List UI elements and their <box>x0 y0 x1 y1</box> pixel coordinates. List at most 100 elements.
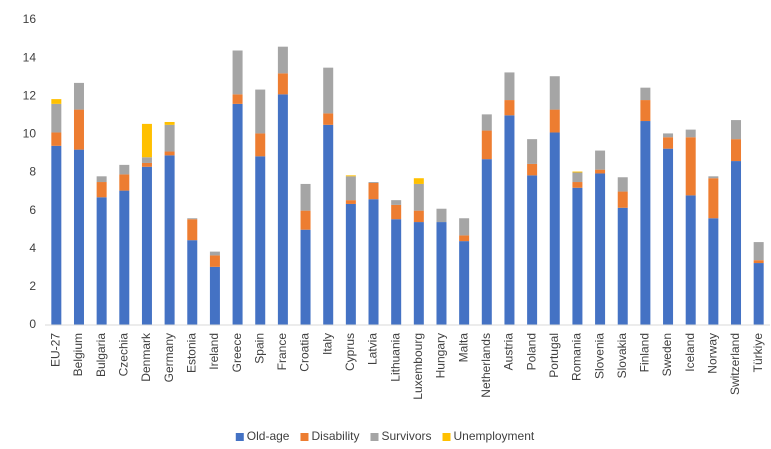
x-tick-label: Romania <box>570 333 584 381</box>
x-tick-label: Croatia <box>298 333 312 372</box>
x-tick-label: Hungary <box>434 333 448 378</box>
bar-segment <box>73 109 84 150</box>
bar-segment <box>300 183 311 211</box>
y-tick-label: 8 <box>29 165 36 179</box>
bar-segment <box>640 87 651 101</box>
x-tick-label: Lithuania <box>388 333 402 382</box>
bar-segment <box>51 132 62 146</box>
bar-segment <box>708 218 719 325</box>
bar-segment <box>549 109 560 133</box>
bar-segment <box>51 99 62 104</box>
bar-segment <box>436 222 447 325</box>
bar-segment <box>209 266 220 325</box>
bar-segment <box>300 229 311 325</box>
bar-segment <box>164 155 175 325</box>
bar-segment <box>119 190 130 325</box>
bar-segment <box>708 176 719 179</box>
bar-segment <box>572 187 583 325</box>
bar-segment <box>595 150 606 170</box>
y-tick-label: 6 <box>29 203 36 217</box>
bar-segment <box>663 133 674 138</box>
x-tick-label: Spain <box>252 333 266 364</box>
bar-segment <box>527 139 538 164</box>
bar-segment <box>51 103 62 133</box>
bar-segment <box>731 161 742 325</box>
x-tick-label: Norway <box>706 333 720 374</box>
bar-segment <box>232 94 243 104</box>
x-tick-label: Slovenia <box>592 333 606 379</box>
y-tick-label: 0 <box>29 317 36 331</box>
bar-segment <box>209 251 220 256</box>
bar-segment <box>640 121 651 325</box>
x-tick-label: Latvia <box>366 333 380 365</box>
bar-segment <box>481 130 492 160</box>
bar-segment <box>119 174 130 191</box>
bar-segment <box>209 255 220 267</box>
x-tick-label: Netherlands <box>479 333 493 398</box>
bar-segment <box>685 129 696 138</box>
x-tick-label: Slovakia <box>615 333 629 379</box>
x-tick-label: Türkiye <box>751 333 765 373</box>
x-tick-label: Luxembourg <box>411 333 425 400</box>
x-tick-label: EU-27 <box>49 333 63 367</box>
x-tick-label: Greece <box>230 333 244 373</box>
bar-segment <box>753 242 764 261</box>
bar-segment <box>572 171 583 173</box>
bar-segment <box>640 100 651 122</box>
bar-segment <box>572 172 583 183</box>
bar-segment <box>164 124 175 152</box>
bar-segment <box>345 175 356 177</box>
bar-segment <box>141 157 152 163</box>
x-tick-label: Switzerland <box>728 333 742 395</box>
bar-segment <box>300 210 311 230</box>
bar-segment <box>232 50 243 95</box>
bar-segment <box>481 159 492 325</box>
bar-segment <box>753 260 764 264</box>
bar-segment <box>685 137 696 196</box>
bar-segment <box>459 235 470 242</box>
bar-segment <box>345 176 356 201</box>
legend-swatch <box>442 433 451 441</box>
x-tick-label: Iceland <box>683 333 697 372</box>
x-tick-label: Estonia <box>184 333 198 373</box>
bar-segment <box>277 73 288 95</box>
y-tick-label: 12 <box>23 88 37 102</box>
bar-segment <box>96 176 107 183</box>
bar-segment <box>255 89 266 134</box>
bar-segment <box>187 218 198 220</box>
bar-segment <box>187 240 198 325</box>
x-tick-label: Poland <box>524 333 538 370</box>
bar-segment <box>391 204 402 220</box>
bar-segment <box>504 100 515 116</box>
bar-segment <box>73 82 84 110</box>
bar-segment <box>549 76 560 110</box>
x-tick-label: Czechia <box>116 333 130 377</box>
bar-segment <box>663 148 674 325</box>
x-tick-label: Italy <box>320 333 334 355</box>
legend-label: Unemployment <box>454 429 535 443</box>
bar-segment <box>731 139 742 162</box>
bar-segment <box>96 182 107 198</box>
bar-segment <box>708 178 719 219</box>
y-tick-label: 2 <box>29 279 36 293</box>
x-tick-label: Bulgaria <box>94 333 108 377</box>
x-tick-label: Finland <box>638 333 652 372</box>
bar-segment <box>368 182 379 200</box>
bar-segment <box>232 103 243 325</box>
legend-label: Disability <box>311 429 359 443</box>
x-tick-label: Portugal <box>547 333 561 378</box>
legend-swatch <box>300 433 309 441</box>
bar-segment <box>549 132 560 325</box>
y-tick-label: 16 <box>23 12 37 26</box>
bar-segment <box>164 151 175 156</box>
bar-segment <box>527 163 538 176</box>
bar-segment <box>617 191 628 208</box>
x-tick-label: Denmark <box>139 332 153 382</box>
bar-segment <box>141 166 152 325</box>
bar-segment <box>663 137 674 149</box>
bar-segment <box>413 210 424 223</box>
bar-segment <box>187 219 198 241</box>
bar-segment <box>96 197 107 325</box>
legend-label: Survivors <box>382 429 432 443</box>
y-tick-label: 10 <box>23 127 37 141</box>
